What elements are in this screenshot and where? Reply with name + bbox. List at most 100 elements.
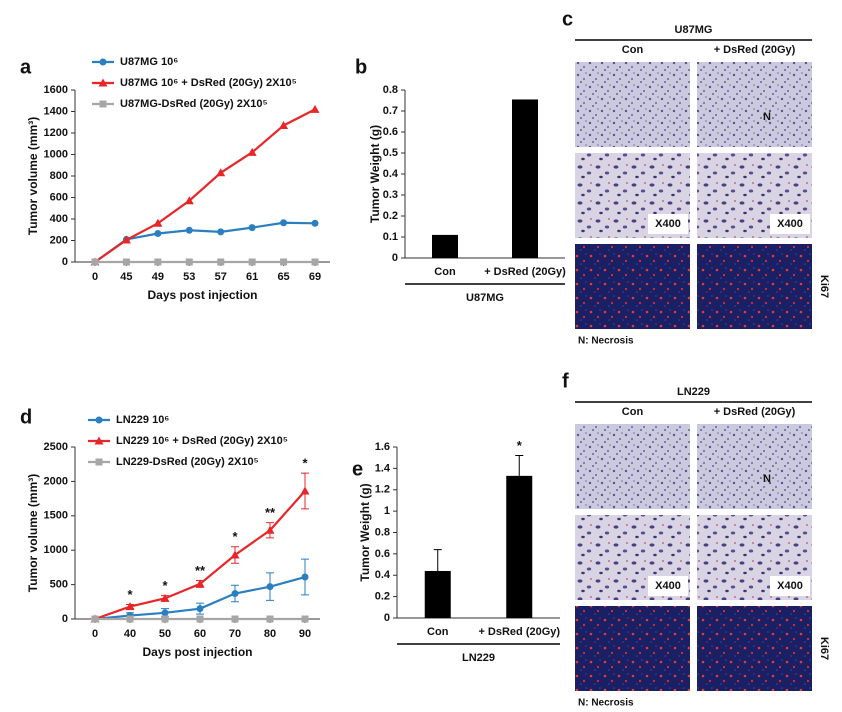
- y-tick-label: 1000: [44, 544, 68, 556]
- marker: [231, 615, 239, 623]
- column-label: Con: [622, 44, 644, 56]
- marker: [161, 615, 169, 623]
- bar: [424, 570, 451, 618]
- marker: [154, 258, 162, 266]
- y-tick-label: 0.4: [375, 569, 391, 581]
- column-label: + DsRed (20Gy): [714, 406, 796, 418]
- magnification-box: [770, 576, 810, 596]
- micrograph: [575, 424, 690, 509]
- panel-letter: a: [20, 56, 32, 78]
- y-tick-label: 1500: [44, 510, 68, 522]
- panel-letter: f: [562, 370, 569, 392]
- y-tick-label: 0.2: [375, 591, 390, 603]
- bar: [512, 99, 538, 258]
- group-label: LN229: [462, 652, 495, 664]
- x-tick-label: 65: [277, 271, 289, 283]
- column-label: + DsRed (20Gy): [714, 44, 796, 56]
- legend-marker: [99, 58, 107, 66]
- y-tick-label: 0.2: [383, 210, 398, 222]
- x-tick-label: Con: [434, 266, 456, 278]
- x-axis-label: Days post injection: [142, 645, 252, 659]
- x-tick-label: 49: [152, 271, 164, 283]
- marker: [248, 258, 256, 266]
- y-axis-label: Tumor Weight (g): [368, 125, 382, 223]
- significance: *: [127, 587, 133, 602]
- marker: [196, 615, 204, 623]
- marker: [185, 258, 193, 266]
- y-tick-label: 0.7: [383, 105, 398, 117]
- y-tick-label: 2000: [44, 475, 68, 487]
- x-tick-label: Con: [427, 626, 449, 638]
- significance: *: [517, 438, 523, 453]
- significance: **: [265, 505, 276, 520]
- legend-label: LN229 10⁶ + DsRed (20Gy) 2X10⁵: [116, 435, 288, 447]
- legend-marker: [95, 458, 103, 466]
- y-axis-label: Tumor volume (mm³): [26, 117, 40, 235]
- x-tick-label: 45: [120, 271, 132, 283]
- marker: [153, 218, 163, 227]
- micrograph: [697, 424, 812, 509]
- panel-letter: d: [20, 406, 32, 428]
- marker: [266, 583, 274, 591]
- marker: [91, 258, 99, 266]
- marker: [230, 550, 240, 559]
- marker: [160, 593, 170, 602]
- marker: [122, 258, 130, 266]
- magnification-label: X400: [655, 218, 681, 230]
- x-tick-label: 61: [246, 271, 258, 283]
- legend-marker: [94, 436, 104, 445]
- panel-letter: c: [562, 8, 573, 30]
- marker: [126, 615, 134, 623]
- necrosis-mark: N: [763, 111, 771, 123]
- marker: [91, 615, 99, 623]
- error-bar: [515, 455, 524, 476]
- significance: *: [232, 529, 238, 544]
- significance: *: [162, 578, 168, 593]
- bar: [506, 475, 533, 618]
- marker: [301, 615, 309, 623]
- y-tick-label: 0.6: [375, 548, 390, 560]
- y-tick-label: 1.2: [375, 484, 390, 496]
- micrograph: [697, 62, 812, 147]
- legend-label: U87MG-DsRed (20Gy) 2X10⁵: [120, 98, 268, 110]
- x-tick-label: + DsRed (20Gy): [484, 266, 566, 278]
- magnification-label: X400: [655, 580, 681, 592]
- y-tick-label: 0.3: [383, 189, 398, 201]
- necrosis-mark: N: [763, 473, 771, 485]
- legend-marker: [99, 100, 107, 108]
- y-tick-label: 600: [50, 191, 68, 203]
- marker: [301, 573, 309, 581]
- marker: [195, 579, 205, 588]
- y-tick-label: 1200: [44, 127, 68, 139]
- micrograph: [697, 244, 812, 329]
- marker: [154, 230, 162, 238]
- significance: *: [302, 456, 308, 471]
- y-tick-label: 500: [50, 579, 68, 591]
- x-tick-label: 53: [183, 271, 195, 283]
- y-tick-label: 400: [50, 213, 68, 225]
- marker: [280, 219, 288, 227]
- y-tick-label: 0.4: [383, 168, 399, 180]
- y-tick-label: 1: [384, 505, 390, 517]
- y-axis-label: Tumor volume (mm³): [26, 474, 40, 592]
- marker: [217, 228, 225, 236]
- x-tick-label: 0: [92, 628, 98, 640]
- legend-label: U87MG 10⁶: [120, 56, 178, 68]
- series-line: [94, 221, 316, 263]
- bar: [432, 234, 458, 258]
- legend-label: LN229-DsRed (20Gy) 2X10⁵: [116, 456, 259, 468]
- x-tick-label: 70: [229, 628, 241, 640]
- x-axis-label: Days post injection: [147, 288, 257, 302]
- marker: [279, 120, 289, 129]
- legend-marker: [95, 416, 103, 424]
- legend-label: LN229 10⁶: [116, 414, 169, 426]
- magnification-label: X400: [777, 580, 803, 592]
- y-tick-label: 0: [384, 612, 390, 624]
- y-tick-label: 0.5: [383, 147, 398, 159]
- y-tick-label: 2500: [44, 441, 68, 453]
- y-tick-label: 0.8: [375, 526, 390, 538]
- panel-title: U87MG: [675, 24, 713, 36]
- y-tick-label: 0: [62, 256, 68, 268]
- y-tick-label: 0.8: [383, 84, 398, 96]
